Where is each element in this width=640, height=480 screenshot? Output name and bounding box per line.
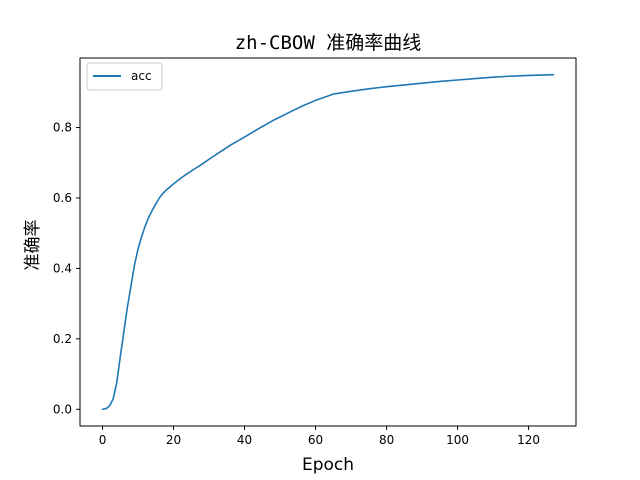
y-tick-label: 0.6 (53, 191, 72, 205)
x-tick-label: 80 (379, 433, 394, 447)
x-tick-label: 60 (308, 433, 323, 447)
plot-frame (79, 57, 577, 427)
series-layer (101, 73, 555, 411)
x-tick-label: 20 (166, 433, 181, 447)
x-tick-label: 0 (99, 433, 107, 447)
y-axis-label: 准确率 (23, 220, 43, 271)
x-axis: 0 20 40 60 80 100 120 (99, 426, 540, 447)
y-tick-label: 0.2 (53, 332, 72, 346)
x-tick-label: 40 (237, 433, 252, 447)
y-tick-label: 0.0 (53, 402, 72, 416)
legend-box (86, 62, 163, 91)
y-axis: 0.0 0.2 0.4 0.6 0.8 (53, 121, 80, 416)
legend: acc (86, 62, 163, 91)
x-tick-label: 100 (446, 433, 469, 447)
x-tick-label: 120 (517, 433, 540, 447)
y-tick-label: 0.8 (53, 121, 72, 135)
chart-title: zh-CBOW 准确率曲线 (235, 32, 422, 54)
y-tick-label: 0.4 (53, 261, 72, 275)
x-axis-label: Epoch (302, 455, 354, 475)
plot-area (79, 57, 577, 427)
series-line-acc (101, 73, 555, 411)
legend-label-acc: acc (131, 69, 152, 83)
